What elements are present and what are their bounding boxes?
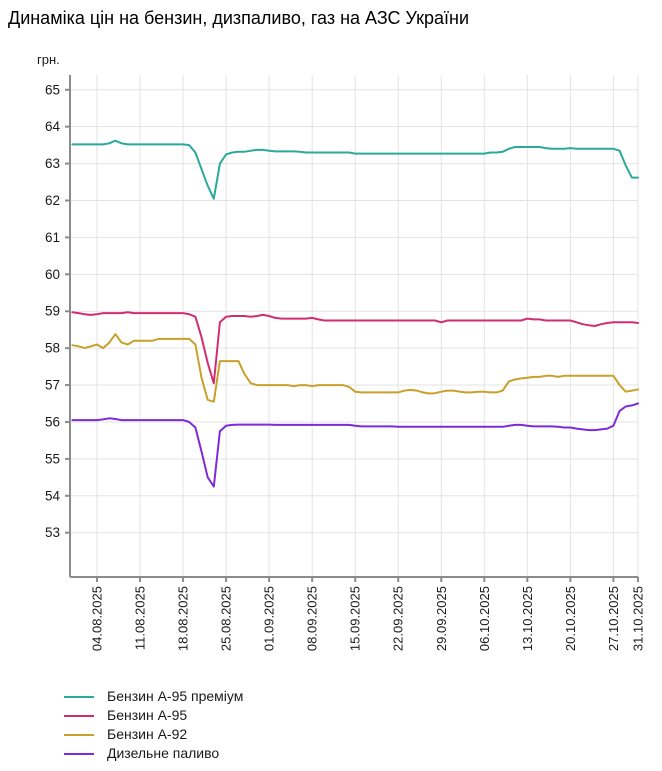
y-tick-label: 56 [45,414,60,429]
legend-label: Бензин А-92 [107,726,188,742]
x-tick-label: 22.09.2025 [391,586,406,651]
y-tick-label: 53 [45,525,60,540]
legend-swatch [64,752,94,755]
series-line [71,311,639,385]
y-tick-label: 54 [45,488,61,503]
chart-legend: Бензин А-95 преміум Бензин А-95 Бензин А-9… [64,687,243,763]
legend-swatch [64,695,94,698]
legend-label: Дизельне паливо [107,745,220,761]
x-tick-label: 11.08.2025 [133,586,148,650]
legend-item: Дизельне паливо [64,744,243,763]
page-title: Динаміка цін на бензин, дизпаливо, газ н… [8,8,470,28]
legend-item: Бензин А-95 [64,706,243,725]
x-tick-label: 04.08.2025 [89,586,104,651]
y-tick-label: 62 [45,193,60,208]
x-tick-label: 13.10.2025 [520,586,535,651]
legend-item: Бензин А-92 [64,725,243,744]
y-tick-label: 55 [45,451,60,466]
x-tick-label: 18.08.2025 [176,586,191,651]
y-axis-unit-label: грн. [37,52,60,67]
x-tick-label: 29.09.2025 [434,586,449,651]
legend-swatch [64,733,94,736]
series-line [71,402,639,488]
series-line [71,333,639,403]
price-chart: 53 54 55 56 57 58 59 60 61 62 63 64 65 04.08.2025 11.0… [45,75,646,651]
x-tick-label: 31.10.2025 [631,586,646,651]
y-tick-label: 59 [45,304,60,319]
x-tick-label: 20.10.2025 [563,586,578,651]
x-tick-label: 25.08.2025 [219,586,234,651]
legend-swatch [64,714,94,717]
x-tick-label: 06.10.2025 [477,586,492,651]
legend-label: Бензин А-95 преміум [107,688,244,704]
x-tick-label: 27.10.2025 [606,586,621,651]
legend-label: Бензин А-95 [107,707,188,723]
y-tick-label: 58 [45,341,60,356]
y-tick-label: 65 [45,82,60,97]
y-tick-label: 60 [45,267,60,282]
x-tick-label: 01.09.2025 [262,586,277,651]
y-tick-label: 64 [45,119,61,134]
x-tick-label: 08.09.2025 [305,586,320,651]
y-tick-label: 63 [45,156,60,171]
y-tick-label: 57 [45,378,60,393]
x-tick-label: 15.09.2025 [348,586,363,651]
y-tick-label: 61 [45,230,60,245]
legend-item: Бензин А-95 преміум [64,687,243,706]
series-line [71,139,639,200]
